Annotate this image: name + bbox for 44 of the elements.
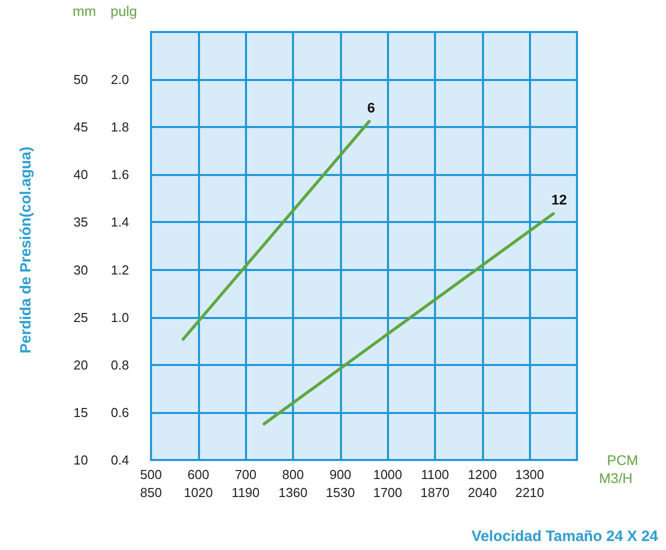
y2-tick-label: 1.8 xyxy=(110,120,129,135)
x2-tick-label: 850 xyxy=(140,485,162,500)
x2-tick-label: 2040 xyxy=(468,485,497,500)
y-tick-label: 10 xyxy=(74,452,88,468)
x2-tick-label: 1530 xyxy=(326,485,355,500)
y-tick-label: 30 xyxy=(74,262,88,278)
series-label: 6 xyxy=(367,99,376,116)
y2-tick-label: 2.0 xyxy=(110,72,129,88)
x2-tick-label: 1700 xyxy=(373,485,402,500)
x-tick-label: 1100 xyxy=(421,467,449,482)
text: Velocidad Tamaño 24 X 24 xyxy=(472,528,659,545)
y2-tick-label: 1.2 xyxy=(110,262,129,278)
x2-tick-label: 1360 xyxy=(278,485,308,500)
series-label: 12 xyxy=(551,192,568,208)
y-tick-label: 25 xyxy=(74,310,88,325)
x-axis-title: PCM xyxy=(607,452,638,468)
y2-tick-label: 0.8 xyxy=(110,357,129,372)
y-tick-label: 40 xyxy=(74,167,88,182)
y2-tick-label: 0.6 xyxy=(110,404,129,420)
y-tick-label: 20 xyxy=(74,357,88,372)
x-tick-label: 800 xyxy=(282,467,304,482)
y-tick-label: 45 xyxy=(74,120,88,135)
y-tick-label: 50 xyxy=(74,72,88,88)
y2-tick-label: 1.4 xyxy=(110,214,129,230)
x-tick-label: 900 xyxy=(329,467,352,482)
y-tick-label: 15 xyxy=(74,404,88,420)
y2-axis-title: pulg xyxy=(110,3,137,19)
x-tick-label: 700 xyxy=(234,467,257,482)
x-tick-label: 500 xyxy=(140,467,162,482)
y2-tick-label: 1.0 xyxy=(110,310,129,325)
x2-axis-title: M3/H xyxy=(599,470,632,486)
x2-tick-label: 1020 xyxy=(184,485,213,500)
x2-tick-label: 1190 xyxy=(232,485,260,500)
y2-tick-label: 0.4 xyxy=(110,452,129,468)
y-axis-title: mm xyxy=(72,3,96,19)
x2-tick-label: 1870 xyxy=(420,485,450,500)
y2-tick-label: 1.6 xyxy=(110,167,129,182)
y-tick-label: 35 xyxy=(74,214,88,230)
x-tick-label: 1200 xyxy=(468,467,497,482)
text: Perdida de Presión(col.agua) xyxy=(18,146,34,354)
x-tick-label: 1300 xyxy=(515,467,544,482)
x-tick-label: 600 xyxy=(187,467,210,482)
x2-tick-label: 2210 xyxy=(515,485,544,500)
x-tick-label: 1000 xyxy=(373,467,402,482)
